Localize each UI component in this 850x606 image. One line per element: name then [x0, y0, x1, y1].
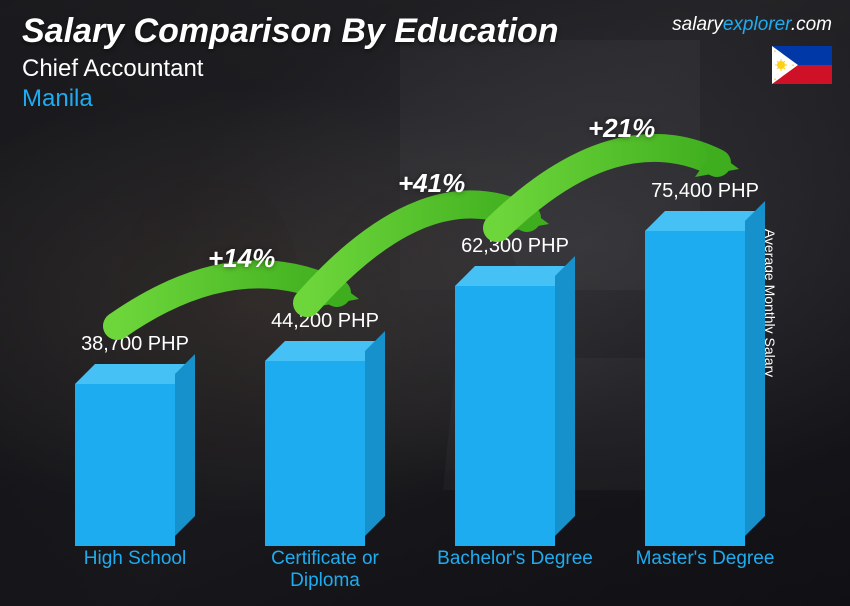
- x-axis-label: Bachelor's Degree: [431, 548, 598, 596]
- bar-value: 62,300 PHP: [461, 235, 569, 258]
- x-axis-label: High School: [51, 548, 218, 596]
- bar-value: 44,200 PHP: [271, 310, 379, 333]
- bar-group: 44,200 PHP: [241, 310, 408, 546]
- salary-chart: 38,700 PHP 44,200 PHP 62,300 PHP 75,400 PHP…: [40, 116, 800, 596]
- bar-value: 75,400 PHP: [651, 180, 759, 203]
- page-location: Manila: [22, 85, 828, 113]
- x-axis-label: Certificate or Diploma: [241, 548, 408, 596]
- x-axis-label: Master's Degree: [621, 548, 788, 596]
- bar: [265, 341, 385, 546]
- bar-group: 75,400 PHP: [621, 180, 788, 546]
- bar-group: 38,700 PHP: [51, 333, 218, 546]
- bars-container: 38,700 PHP 44,200 PHP 62,300 PHP 75,400 PHP: [40, 116, 800, 546]
- flag-icon: [772, 46, 832, 84]
- x-labels-container: High School Certificate or Diploma Bachelo…: [40, 548, 800, 596]
- bar: [75, 364, 195, 546]
- brand-logo: salaryexplorer.com: [672, 14, 832, 36]
- bar: [455, 266, 575, 546]
- bar-group: 62,300 PHP: [431, 235, 598, 546]
- bar: [645, 211, 765, 546]
- page-subtitle: Chief Accountant: [22, 55, 828, 83]
- bar-value: 38,700 PHP: [81, 333, 189, 356]
